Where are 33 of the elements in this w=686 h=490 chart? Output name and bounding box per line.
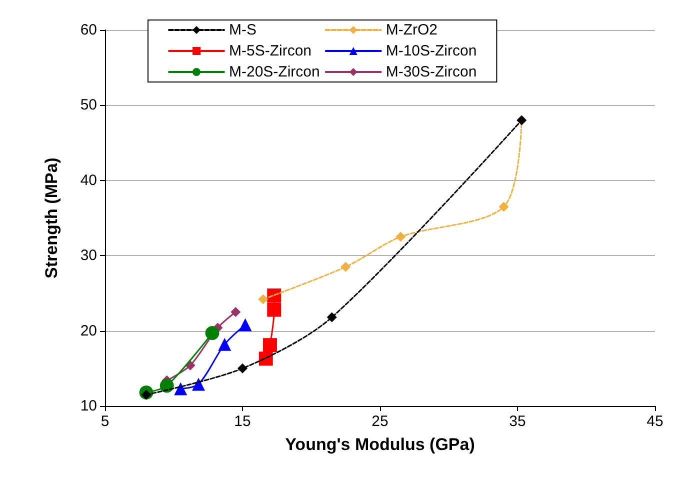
- y-tick-label: 20: [80, 322, 97, 340]
- y-tick-label: 30: [80, 247, 97, 264]
- x-tick-label: 5: [100, 413, 110, 430]
- point: [326, 312, 337, 322]
- point: [263, 338, 277, 352]
- point: [192, 378, 205, 391]
- legend-label: M-5S-Zircon: [229, 42, 312, 60]
- point: [238, 363, 248, 374]
- point: [238, 318, 252, 332]
- point: [174, 382, 188, 396]
- point: [267, 302, 282, 317]
- legend-label: M-30S-Zircon: [386, 64, 477, 80]
- point: [230, 307, 241, 317]
- x-tick-label: 45: [646, 413, 664, 430]
- y-tick-label: 40: [80, 172, 97, 189]
- legend-label: M-ZrO2: [386, 22, 438, 38]
- x-tick-label: 35: [509, 413, 526, 430]
- legend-label: M-S: [229, 22, 256, 38]
- point: [258, 294, 268, 304]
- point: [218, 338, 232, 351]
- point: [205, 326, 220, 340]
- y-tick-label: 10: [80, 398, 97, 414]
- x-tick-label: 25: [372, 413, 388, 430]
- y-tick-label: 50: [80, 96, 97, 114]
- x-axis-title: Young's Modulus (GPa): [285, 435, 475, 454]
- legend-label: M-20S-Zircon: [229, 64, 320, 80]
- point: [340, 262, 351, 272]
- y-axis-title: Strength (MPa): [42, 158, 61, 278]
- y-tick-label: 60: [80, 22, 97, 38]
- point: [396, 232, 406, 242]
- point: [498, 202, 509, 212]
- legend-label: M-10S-Zircon: [386, 42, 477, 60]
- x-tick-label: 15: [234, 413, 251, 430]
